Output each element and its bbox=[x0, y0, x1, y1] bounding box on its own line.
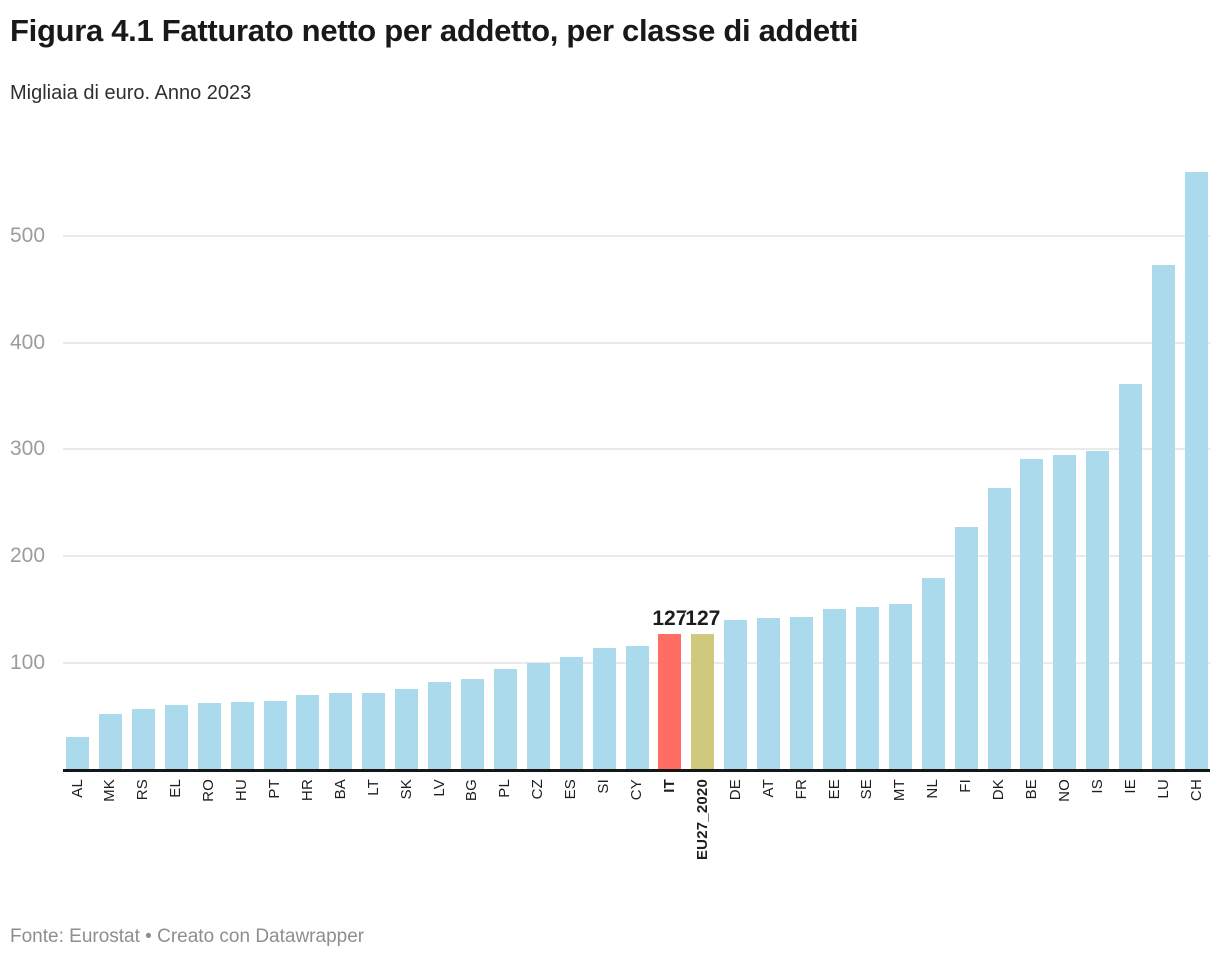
x-axis-label-HR: HR bbox=[298, 779, 316, 802]
x-axis-label-MK: MK bbox=[101, 779, 119, 802]
x-axis-label-FI: FI bbox=[957, 779, 975, 793]
x-axis-label-BA: BA bbox=[331, 779, 349, 800]
chart-title: Figura 4.1 Fatturato netto per addetto, … bbox=[10, 13, 859, 48]
y-axis-tick-label: 300 bbox=[10, 437, 46, 461]
bar-EL bbox=[164, 704, 188, 770]
bar-CZ bbox=[526, 663, 550, 770]
bar-chart-plot-area: 100 200 300 400 500 AL MK RS EL RO HU PT HR BA LT SK LV B… bbox=[10, 171, 1210, 861]
bar-LV bbox=[428, 682, 451, 770]
bar-SE bbox=[855, 606, 879, 770]
x-axis-label-EU27_2020: EU27_2020 bbox=[693, 779, 711, 861]
x-axis-label-SE: SE bbox=[858, 779, 876, 800]
x-axis-label-IT: IT bbox=[660, 779, 678, 793]
x-axis-line bbox=[63, 769, 1210, 772]
bar-AL bbox=[66, 736, 89, 770]
x-axis-label-SI: SI bbox=[595, 779, 613, 794]
bar-PL bbox=[493, 668, 517, 770]
x-axis-label-AL: AL bbox=[68, 779, 86, 798]
x-axis-label-IE: IE bbox=[1121, 779, 1139, 794]
x-axis-label-BE: BE bbox=[1022, 779, 1040, 800]
bar-AT bbox=[757, 618, 781, 771]
chart-subtitle: Migliaia di euro. Anno 2023 bbox=[10, 82, 252, 104]
bar-FI bbox=[954, 527, 978, 770]
x-axis-label-CZ: CZ bbox=[529, 779, 547, 800]
x-axis-label-SK: SK bbox=[397, 779, 415, 800]
x-axis-label-DE: DE bbox=[726, 779, 744, 801]
bar-FR bbox=[790, 617, 814, 770]
x-axis-label-CH: CH bbox=[1187, 779, 1205, 802]
bar-BG bbox=[460, 679, 484, 770]
bar-SK bbox=[395, 688, 419, 770]
x-axis-label-EE: EE bbox=[825, 779, 843, 800]
x-axis-label-RO: RO bbox=[200, 779, 218, 802]
x-axis-label-CY: CY bbox=[628, 779, 645, 801]
gridline-300 bbox=[63, 448, 1210, 451]
chart-source-footer: Fonte: Eurostat • Creato con Datawrapper bbox=[10, 926, 365, 947]
x-axis-label-LT: LT bbox=[364, 779, 382, 796]
y-axis-tick-label: 100 bbox=[10, 651, 46, 675]
x-axis-label-PT: PT bbox=[266, 779, 283, 799]
bar-EU27_2020 bbox=[691, 634, 715, 770]
gridline-200 bbox=[63, 555, 1210, 558]
bar-LU bbox=[1152, 264, 1176, 770]
bar-SI bbox=[592, 648, 616, 770]
x-axis-label-AT: AT bbox=[759, 779, 777, 798]
bar-HU bbox=[230, 701, 254, 770]
x-axis-label-NO: NO bbox=[1055, 779, 1073, 802]
gridline-400 bbox=[63, 341, 1210, 344]
x-axis-label-NL: NL bbox=[924, 779, 942, 799]
value-label-EU27_2020: 127 bbox=[685, 607, 721, 631]
x-axis-label-PL: PL bbox=[496, 779, 514, 798]
x-axis-label-EL: EL bbox=[167, 779, 185, 798]
x-axis-label-BG: BG bbox=[463, 779, 481, 802]
bar-NO bbox=[1053, 454, 1077, 770]
bar-NL bbox=[921, 577, 945, 770]
bar-PT bbox=[263, 700, 287, 770]
x-axis-label-FR: FR bbox=[792, 779, 810, 800]
gridline-500 bbox=[63, 234, 1210, 237]
value-label-IT: 127 bbox=[652, 607, 688, 631]
bar-RS bbox=[131, 709, 155, 770]
bar-DE bbox=[724, 620, 748, 770]
x-axis-label-LV: LV bbox=[430, 779, 448, 797]
bar-RO bbox=[197, 702, 221, 770]
x-axis-label-HU: HU bbox=[233, 779, 251, 802]
bar-CY bbox=[625, 646, 649, 770]
bar-EE bbox=[823, 608, 846, 770]
y-axis-tick-label: 200 bbox=[10, 544, 46, 568]
bar-LT bbox=[362, 693, 386, 770]
bar-ES bbox=[559, 656, 583, 770]
y-axis-tick-label: 400 bbox=[10, 330, 46, 354]
bar-BE bbox=[1020, 459, 1044, 770]
bar-BA bbox=[329, 693, 353, 770]
bar-IS bbox=[1086, 450, 1110, 770]
x-axis-label-ES: ES bbox=[562, 779, 580, 800]
x-axis-label-LU: LU bbox=[1154, 779, 1172, 799]
bar-CH bbox=[1185, 171, 1208, 770]
bar-DK bbox=[987, 487, 1011, 770]
bar-IE bbox=[1119, 384, 1143, 770]
x-axis-label-DK: DK bbox=[990, 779, 1007, 801]
bar-IT bbox=[658, 634, 682, 770]
y-axis-tick-label: 500 bbox=[10, 223, 46, 247]
bar-MT bbox=[888, 604, 912, 770]
x-axis-label-IS: IS bbox=[1088, 779, 1106, 794]
bar-MK bbox=[98, 714, 122, 770]
x-axis-label-MT: MT bbox=[891, 779, 909, 802]
bar-HR bbox=[296, 695, 320, 770]
x-axis-label-RS: RS bbox=[134, 779, 152, 801]
